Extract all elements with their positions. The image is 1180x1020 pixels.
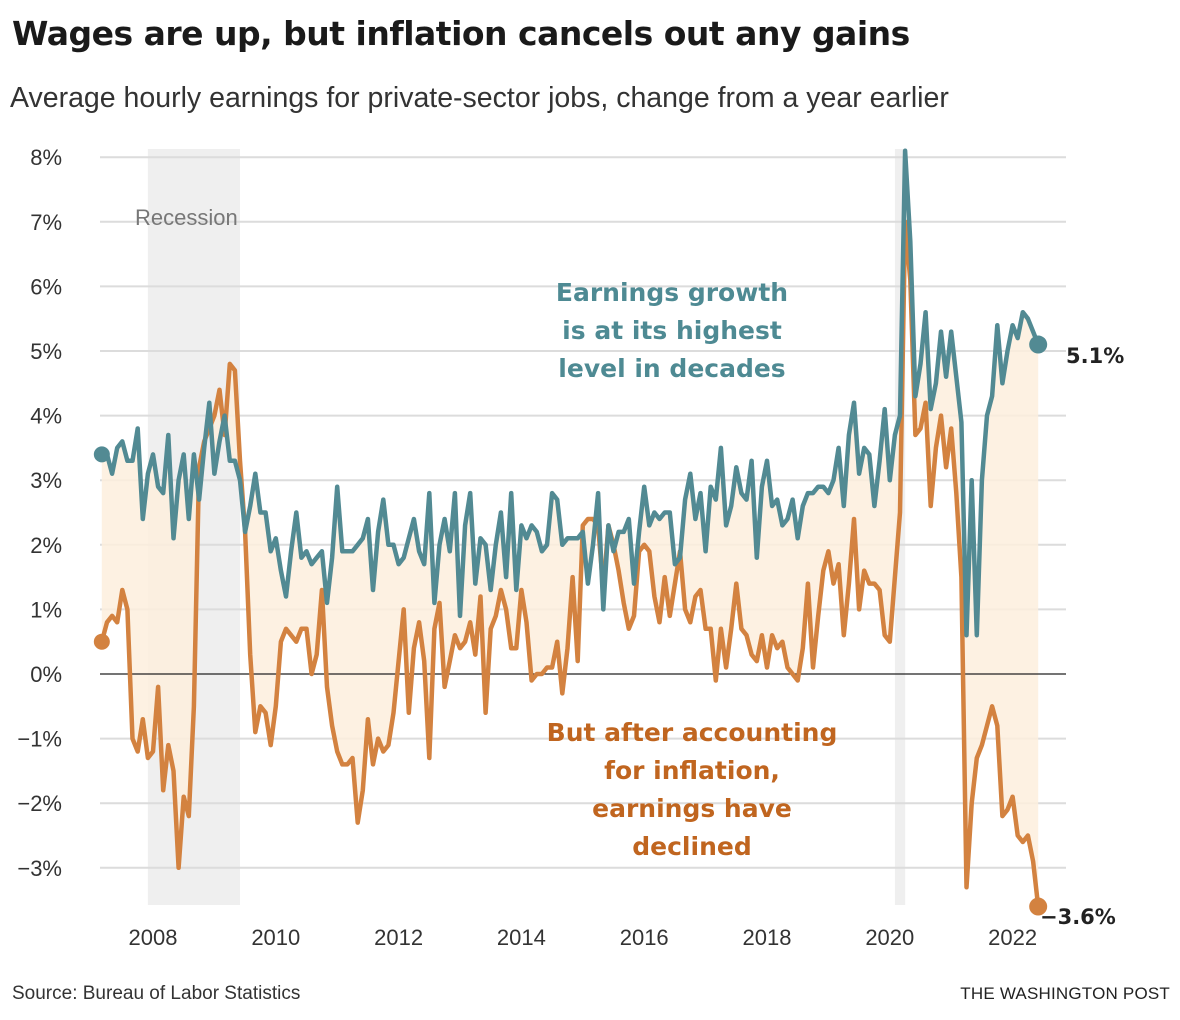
y-tick-label: 7% — [30, 210, 62, 235]
earnings-annotation-line-2: is at its highest — [562, 316, 782, 345]
real-annotation-line-3: earnings have — [592, 794, 792, 823]
y-tick-label: −2% — [17, 791, 62, 816]
x-tick-label: 2020 — [865, 925, 914, 950]
x-tick-label: 2014 — [497, 925, 546, 950]
x-tick-label: 2008 — [129, 925, 178, 950]
real-end-point — [1029, 897, 1048, 916]
real-end-label: −3.6% — [1040, 905, 1116, 929]
y-tick-label: 8% — [30, 145, 62, 170]
real-annotation-line-1: But after accounting — [547, 718, 838, 747]
x-tick-label: 2012 — [374, 925, 423, 950]
earnings-series-line — [101, 148, 1041, 638]
y-tick-label: 6% — [30, 274, 62, 299]
real-annotation-line-4: declined — [632, 832, 751, 861]
x-tick-label: 2016 — [620, 925, 669, 950]
publisher-credit: THE WASHINGTON POST — [960, 984, 1170, 1003]
recession-label: Recession — [135, 205, 238, 230]
y-tick-label: −3% — [17, 856, 62, 881]
earnings-end-point — [1029, 335, 1048, 354]
x-tick-label: 2022 — [988, 925, 1037, 950]
chart-subtitle: Average hourly earnings for private-sect… — [10, 82, 949, 114]
y-tick-label: 5% — [30, 339, 62, 364]
earnings-annotation-line-3: level in decades — [558, 354, 785, 383]
chart-title: Wages are up, but inflation cancels out … — [12, 14, 910, 53]
gap-fill-area — [101, 150, 1039, 907]
earnings-end-label: 5.1% — [1066, 344, 1124, 368]
y-tick-label: 0% — [30, 662, 62, 687]
y-tick-label: 2% — [30, 533, 62, 558]
real-start-point — [93, 633, 110, 650]
real-series-line — [99, 219, 1041, 907]
y-tick-label: 1% — [30, 597, 62, 622]
y-tick-label: 4% — [30, 404, 62, 429]
earnings-annotation-line-1: Earnings growth — [556, 278, 788, 307]
y-tick-label: −1% — [17, 727, 62, 752]
real-annotation-line-2: for inflation, — [604, 756, 780, 785]
x-tick-label: 2010 — [251, 925, 300, 950]
source-note: Source: Bureau of Labor Statistics — [12, 983, 301, 1004]
x-tick-label: 2018 — [743, 925, 792, 950]
earnings-start-point — [93, 446, 110, 463]
y-tick-label: 3% — [30, 468, 62, 493]
